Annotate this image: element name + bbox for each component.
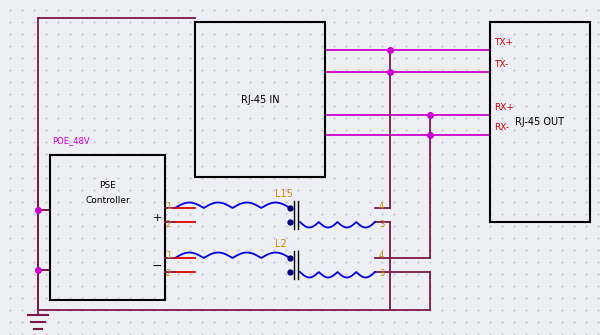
Text: PSE: PSE [99,181,116,190]
Text: 2: 2 [166,219,171,228]
Text: RX+: RX+ [494,103,514,112]
Text: RX-: RX- [494,123,509,132]
Text: 1: 1 [166,252,171,261]
Text: 3: 3 [379,219,385,228]
Text: TX+: TX+ [494,38,513,47]
Text: 1: 1 [166,201,171,210]
Text: −: − [152,260,162,272]
Text: 2: 2 [166,269,171,278]
Bar [195,22,325,177]
Text: RJ-45 IN: RJ-45 IN [241,94,280,105]
Text: POE_48V: POE_48V [52,136,89,145]
Bar [50,155,165,300]
Text: RJ-45 OUT: RJ-45 OUT [515,117,565,127]
Text: 4: 4 [379,252,384,261]
Text: +: + [152,213,161,223]
Text: 3: 3 [379,269,385,278]
Text: Controller: Controller [85,196,130,204]
Text: L15: L15 [275,189,293,199]
Bar [490,22,590,222]
Text: TX-: TX- [494,60,508,69]
Text: 4: 4 [379,201,384,210]
Text: L2: L2 [275,239,287,249]
